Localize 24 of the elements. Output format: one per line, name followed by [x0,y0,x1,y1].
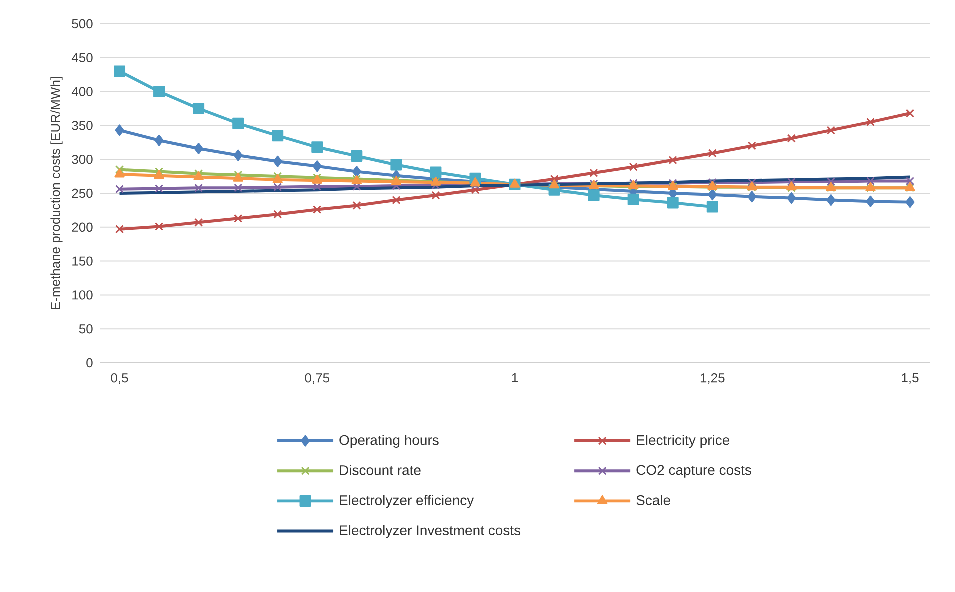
legend-label: Electrolyzer Investment costs [340,525,521,538]
legend-label: Operating hours [340,434,439,448]
legend-label: Discount rate [340,465,421,476]
y-tick-label: 500 [72,19,93,29]
legend-label: Electricity price [637,434,730,448]
legend-label: Electrolyzer efficiency [340,495,474,508]
y-tick-label: 150 [72,256,93,266]
y-tick-label: 350 [72,121,93,130]
y-tick-label: 450 [72,53,93,62]
x-tick-label: 1,5 [902,374,919,384]
legend-label: CO2 capture costs [636,465,752,478]
y-tick-label: 400 [72,87,93,96]
y-tick-label: 0 [86,358,93,368]
y-tick-label: 250 [72,188,93,198]
x-tick-label: 1 [512,374,518,382]
y-tick-label: 50 [79,324,93,334]
x-tick-label: 1,25 [700,374,725,384]
x-tick-label: 0,5 [111,374,128,384]
x-tick-label: 0,75 [305,374,330,384]
y-tick-label: 100 [72,290,93,300]
legend-label: Scale [636,495,670,506]
y-tick-label: 200 [72,222,93,232]
y-tick-label: 300 [72,154,93,164]
y-axis-title: E-methane production costs [EUR/MWh] [50,77,63,310]
